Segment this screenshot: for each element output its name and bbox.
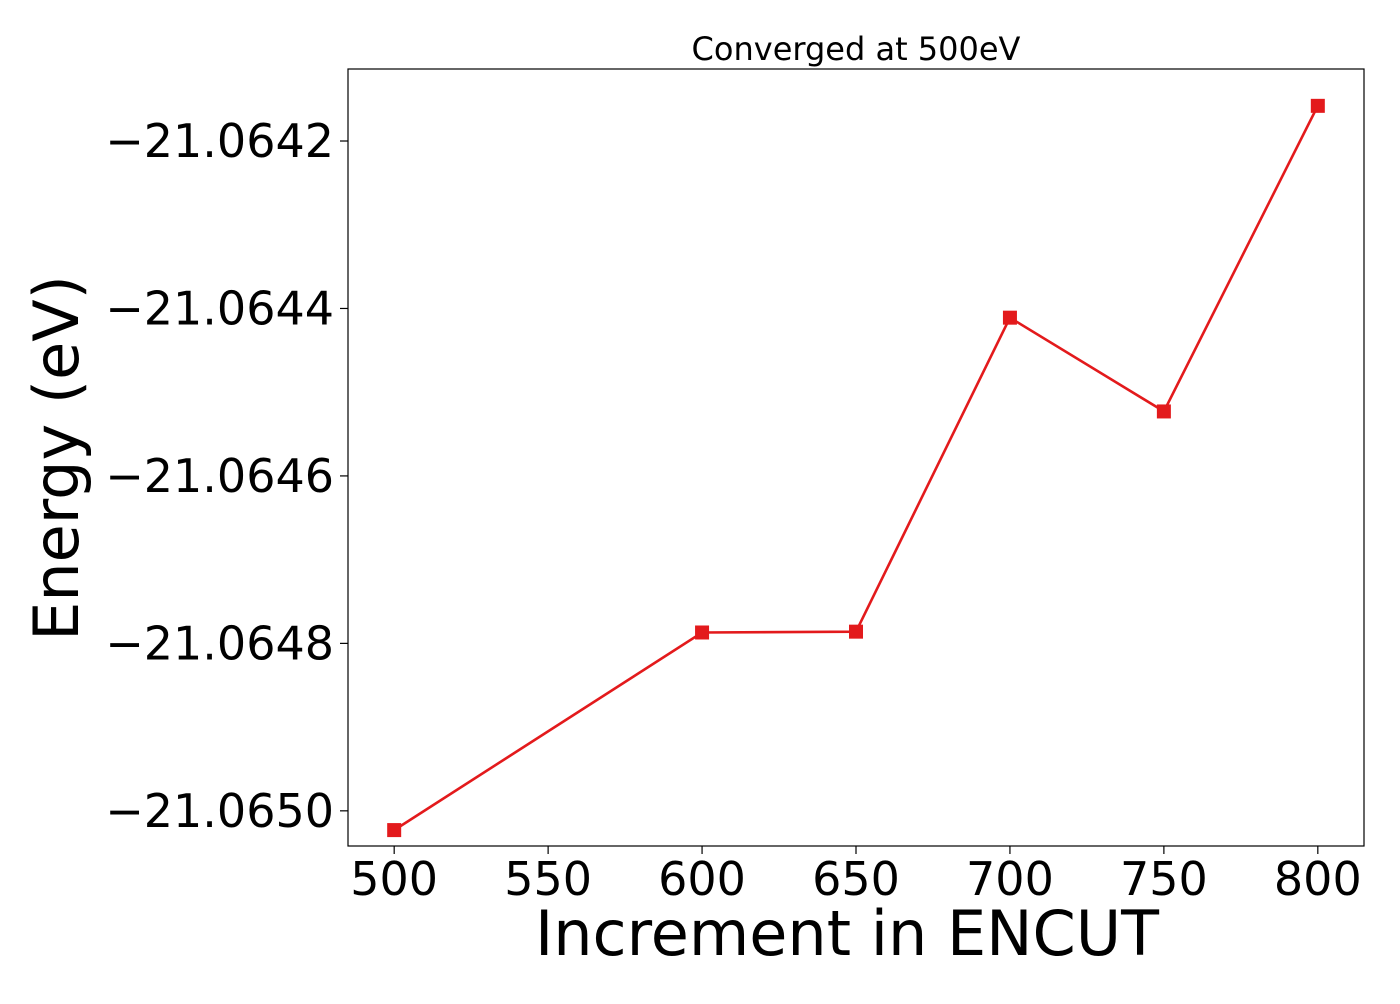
data-point-marker bbox=[1156, 404, 1171, 419]
chart-title: Converged at 500eV bbox=[692, 30, 1021, 68]
series-line bbox=[393, 105, 1319, 832]
y-axis-label: Energy (eV) bbox=[20, 275, 93, 641]
y-tick-label: −21.0644 bbox=[105, 281, 334, 335]
data-point-marker bbox=[1310, 98, 1325, 113]
y-tick-label: −21.0642 bbox=[105, 114, 334, 168]
data-point-marker bbox=[387, 823, 402, 838]
x-tick-label: 550 bbox=[504, 852, 592, 906]
plot-area bbox=[387, 98, 1325, 838]
y-tick-label: −21.0650 bbox=[105, 784, 334, 838]
plot-frame bbox=[347, 68, 1365, 847]
y-axis-ticks: −21.0650 −21.0648 −21.0646 −21.0644 −21.0642 bbox=[105, 114, 348, 838]
data-point-marker bbox=[695, 625, 710, 640]
y-tick-label: −21.0646 bbox=[105, 449, 334, 503]
y-tick-label: −21.0648 bbox=[105, 616, 334, 670]
x-tick-label: 600 bbox=[658, 852, 746, 906]
data-point-marker bbox=[1002, 310, 1017, 325]
x-tick-label: 800 bbox=[1274, 852, 1362, 906]
data-point-marker bbox=[849, 624, 863, 639]
x-tick-label: 500 bbox=[350, 852, 438, 906]
x-tick-label: 750 bbox=[1120, 852, 1208, 906]
x-tick-label: 700 bbox=[966, 852, 1054, 906]
x-axis-label: Increment in ENCUT bbox=[535, 897, 1160, 970]
x-axis-ticks: 500 550 600 650 700 750 800 bbox=[350, 846, 1362, 906]
x-tick-label: 650 bbox=[812, 852, 900, 906]
